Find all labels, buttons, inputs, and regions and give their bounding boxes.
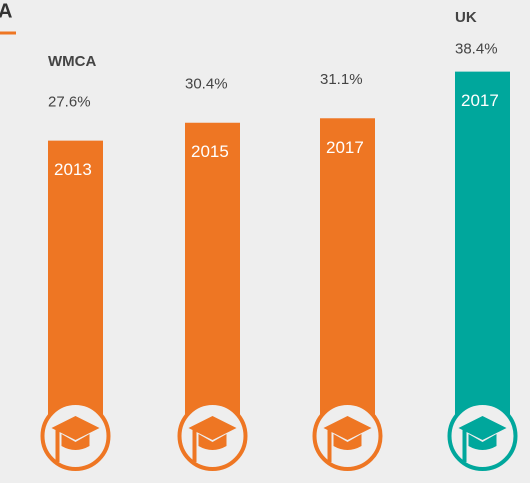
bar-label: 2015 [191, 142, 229, 161]
bar-label: 2017 [461, 91, 499, 110]
bar-label: 2013 [54, 160, 92, 179]
value-label: 30.4% [185, 76, 228, 93]
graduation-icon [458, 416, 507, 462]
bar [48, 140, 103, 437]
bar [455, 71, 510, 437]
value-label: 27.6% [48, 94, 91, 111]
group-label: WMCA [48, 53, 96, 70]
bar-label: 2017 [326, 138, 364, 157]
bar [185, 122, 240, 436]
bar [320, 118, 375, 437]
value-label: 38.4% [455, 41, 498, 58]
group-label: UK [455, 9, 477, 26]
graduation-icon [323, 416, 372, 462]
graduation-icon [51, 416, 100, 462]
value-label: 31.1% [320, 71, 363, 88]
chart-title: A [0, 0, 12, 22]
graduation-icon [188, 416, 237, 462]
